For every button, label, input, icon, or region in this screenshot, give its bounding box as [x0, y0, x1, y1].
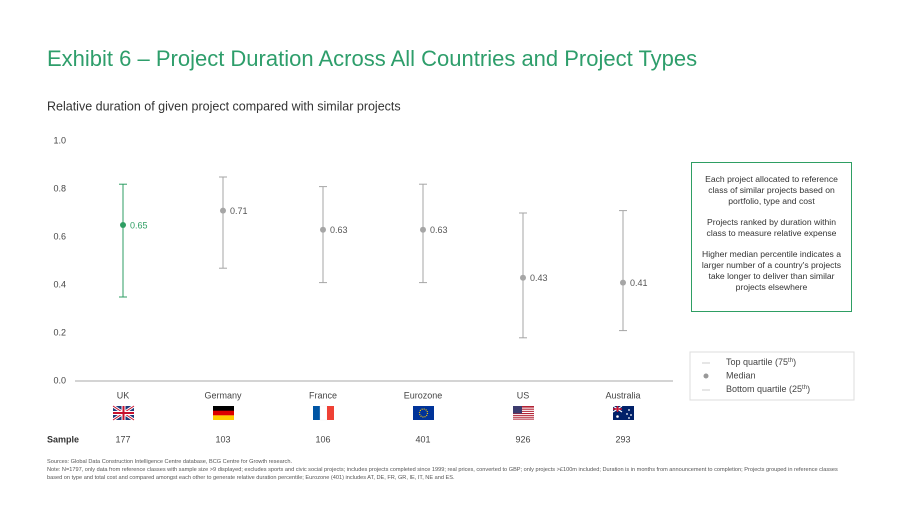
- legend-text: ): [807, 384, 810, 394]
- note: Note: N=1797, only data from reference c…: [47, 467, 838, 481]
- legend-label: Top quartile (75th): [726, 357, 796, 367]
- median-label: 0.43: [530, 273, 548, 283]
- footnotes: Sources: Global Data Construction Intell…: [47, 458, 847, 482]
- legend-sup: th: [788, 358, 793, 364]
- sample-value: 177: [115, 434, 130, 444]
- flag-australia: [612, 405, 634, 420]
- median-label: 0.63: [430, 225, 448, 235]
- legend-label: Median: [726, 370, 756, 380]
- annotation-box: Each project allocated to reference clas…: [691, 162, 852, 312]
- y-tick-label: 0.4: [53, 279, 66, 289]
- x-tick-label: Eurozone: [404, 390, 443, 400]
- median-label: 0.63: [330, 225, 348, 235]
- median-dot: [120, 222, 126, 228]
- annotation: Each project allocated to reference clas…: [705, 174, 838, 206]
- sources: Sources: Global Data Construction Intell…: [47, 459, 293, 465]
- sample-label: Sample: [47, 434, 79, 444]
- sample-value: 106: [315, 434, 330, 444]
- median-label: 0.71: [230, 206, 248, 216]
- median-dot: [420, 226, 426, 233]
- y-tick-label: 0.8: [53, 183, 66, 193]
- y-tick-label: 0.6: [53, 231, 66, 241]
- median-label: 0.65: [130, 220, 148, 230]
- median-label: 0.41: [630, 278, 648, 288]
- median-dot: [220, 207, 226, 214]
- chart-subtitle: Relative duration of given project compa…: [47, 99, 401, 113]
- x-tick-label: France: [309, 390, 337, 400]
- legend-text: Top quartile (75: [726, 357, 788, 367]
- chart-title: Exhibit 6 – Project Duration Across All …: [47, 46, 697, 71]
- median-dot: [320, 226, 326, 233]
- sample-value: 401: [415, 434, 430, 444]
- legend-text: Bottom quartile (25: [726, 384, 802, 394]
- x-tick-label: Australia: [605, 390, 640, 400]
- x-tick-label: Germany: [204, 390, 242, 400]
- legend-box: [689, 351, 855, 401]
- sample-value: 103: [215, 434, 230, 444]
- legend-label: Bottom quartile (25th): [726, 384, 810, 394]
- median-dot: [620, 279, 626, 286]
- y-tick-label: 1.0: [53, 135, 66, 145]
- flag-france: [313, 405, 334, 421]
- sample-value: 293: [615, 434, 630, 444]
- x-tick-label: US: [517, 390, 530, 400]
- flag-us: [513, 406, 534, 420]
- sample-value: 926: [515, 434, 530, 444]
- median-dot: [520, 274, 526, 281]
- flag-germany: [213, 406, 234, 420]
- legend-text: ): [793, 357, 796, 367]
- y-tick-label: 0.0: [53, 375, 66, 385]
- annotation: Higher median percentile indicates a lar…: [701, 249, 842, 292]
- legend-sup: th: [802, 385, 807, 391]
- flag-eu: [413, 406, 434, 420]
- legend-swatch: [703, 373, 709, 379]
- y-tick-label: 0.2: [53, 327, 66, 337]
- annotation: Projects ranked by duration within class…: [706, 217, 837, 238]
- flag-uk: [112, 404, 135, 422]
- x-tick-label: UK: [117, 390, 130, 400]
